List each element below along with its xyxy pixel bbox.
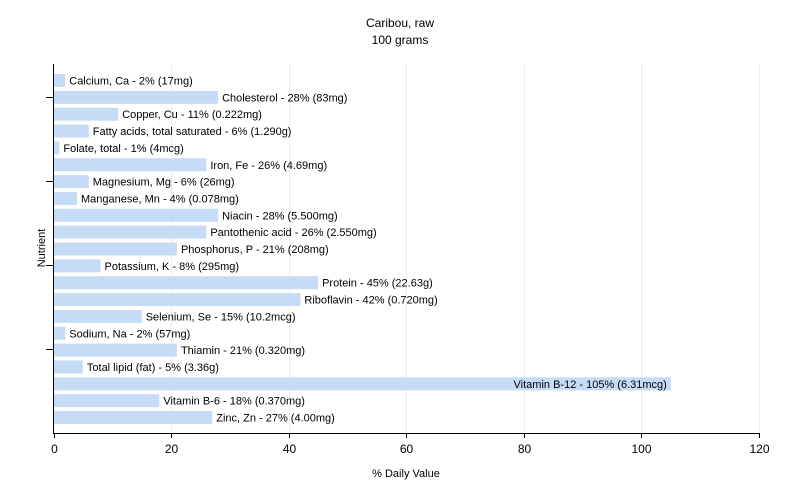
x-tick-label: 40 xyxy=(283,442,297,456)
bar-label: Thiamin - 21% (0.320mg) xyxy=(181,345,305,357)
x-tick-label: 120 xyxy=(749,442,769,456)
bar-label: Copper, Cu - 11% (0.222mg) xyxy=(122,109,262,121)
bar xyxy=(54,259,101,273)
bar xyxy=(54,225,207,239)
y-axis-ticks xyxy=(46,97,54,350)
bar xyxy=(54,343,177,357)
bar xyxy=(54,175,89,189)
chart-subtitle: 100 grams xyxy=(372,33,429,47)
x-axis-ticks: 0 20 40 60 80 100 120 xyxy=(51,433,770,456)
bar xyxy=(54,394,160,408)
bar-label: Vitamin B-12 - 105% (6.31mcg) xyxy=(514,379,667,391)
bar-label: Potassium, K - 8% (295mg) xyxy=(105,261,240,273)
bar xyxy=(54,74,66,87)
bars xyxy=(54,74,671,424)
x-tick-label: 80 xyxy=(518,442,532,456)
bar xyxy=(54,242,177,256)
bar xyxy=(54,360,83,374)
bar-label: Protein - 45% (22.63g) xyxy=(322,278,433,290)
y-axis-title: Nutrient xyxy=(36,229,48,268)
bar xyxy=(54,90,219,104)
bar-label: Magnesium, Mg - 6% (26mg) xyxy=(93,177,235,189)
x-tick-label: 100 xyxy=(631,442,651,456)
bar-labels: Calcium, Ca - 2% (17mg) Cholesterol - 28%… xyxy=(63,76,666,425)
bar-label: Vitamin B-6 - 18% (0.370mg) xyxy=(163,396,305,408)
chart-title: Caribou, raw xyxy=(366,16,434,30)
bar xyxy=(54,377,671,391)
bar-label: Cholesterol - 28% (83mg) xyxy=(222,92,347,104)
bar-label: Sodium, Na - 2% (57mg) xyxy=(69,328,190,340)
bar-label: Iron, Fe - 26% (4.69mg) xyxy=(210,160,327,172)
x-tick-label: 60 xyxy=(400,442,414,456)
x-tick-label: 20 xyxy=(165,442,179,456)
bar-label: Niacin - 28% (5.500mg) xyxy=(222,210,338,222)
bar-label: Riboflavin - 42% (0.720mg) xyxy=(304,295,437,307)
bar xyxy=(54,293,301,307)
bar xyxy=(54,411,213,424)
x-axis-title: % Daily Value xyxy=(372,468,440,480)
bar-label: Fatty acids, total saturated - 6% (1.290… xyxy=(93,126,292,138)
x-tick-label: 0 xyxy=(51,442,58,456)
bar-label: Selenium, Se - 15% (10.2mcg) xyxy=(146,311,296,323)
bar xyxy=(54,191,78,205)
bar-label: Folate, total - 1% (4mcg) xyxy=(63,143,183,155)
bar xyxy=(54,124,89,138)
bar xyxy=(54,276,319,290)
bar-label: Pantothenic acid - 26% (2.550mg) xyxy=(210,227,376,239)
bar-label: Phosphorus, P - 21% (208mg) xyxy=(181,244,329,256)
bar xyxy=(54,326,66,340)
bar-label: Calcium, Ca - 2% (17mg) xyxy=(69,76,192,88)
bar xyxy=(54,309,142,323)
bar-label: Manganese, Mn - 4% (0.078mg) xyxy=(81,193,239,205)
bar-label: Total lipid (fat) - 5% (3.36g) xyxy=(87,362,219,374)
grid-lines xyxy=(171,64,760,433)
bar xyxy=(54,107,119,121)
bar xyxy=(54,208,219,222)
bar xyxy=(54,141,60,155)
bar-label: Zinc, Zn - 27% (4.00mg) xyxy=(216,413,335,425)
bar xyxy=(54,158,207,172)
